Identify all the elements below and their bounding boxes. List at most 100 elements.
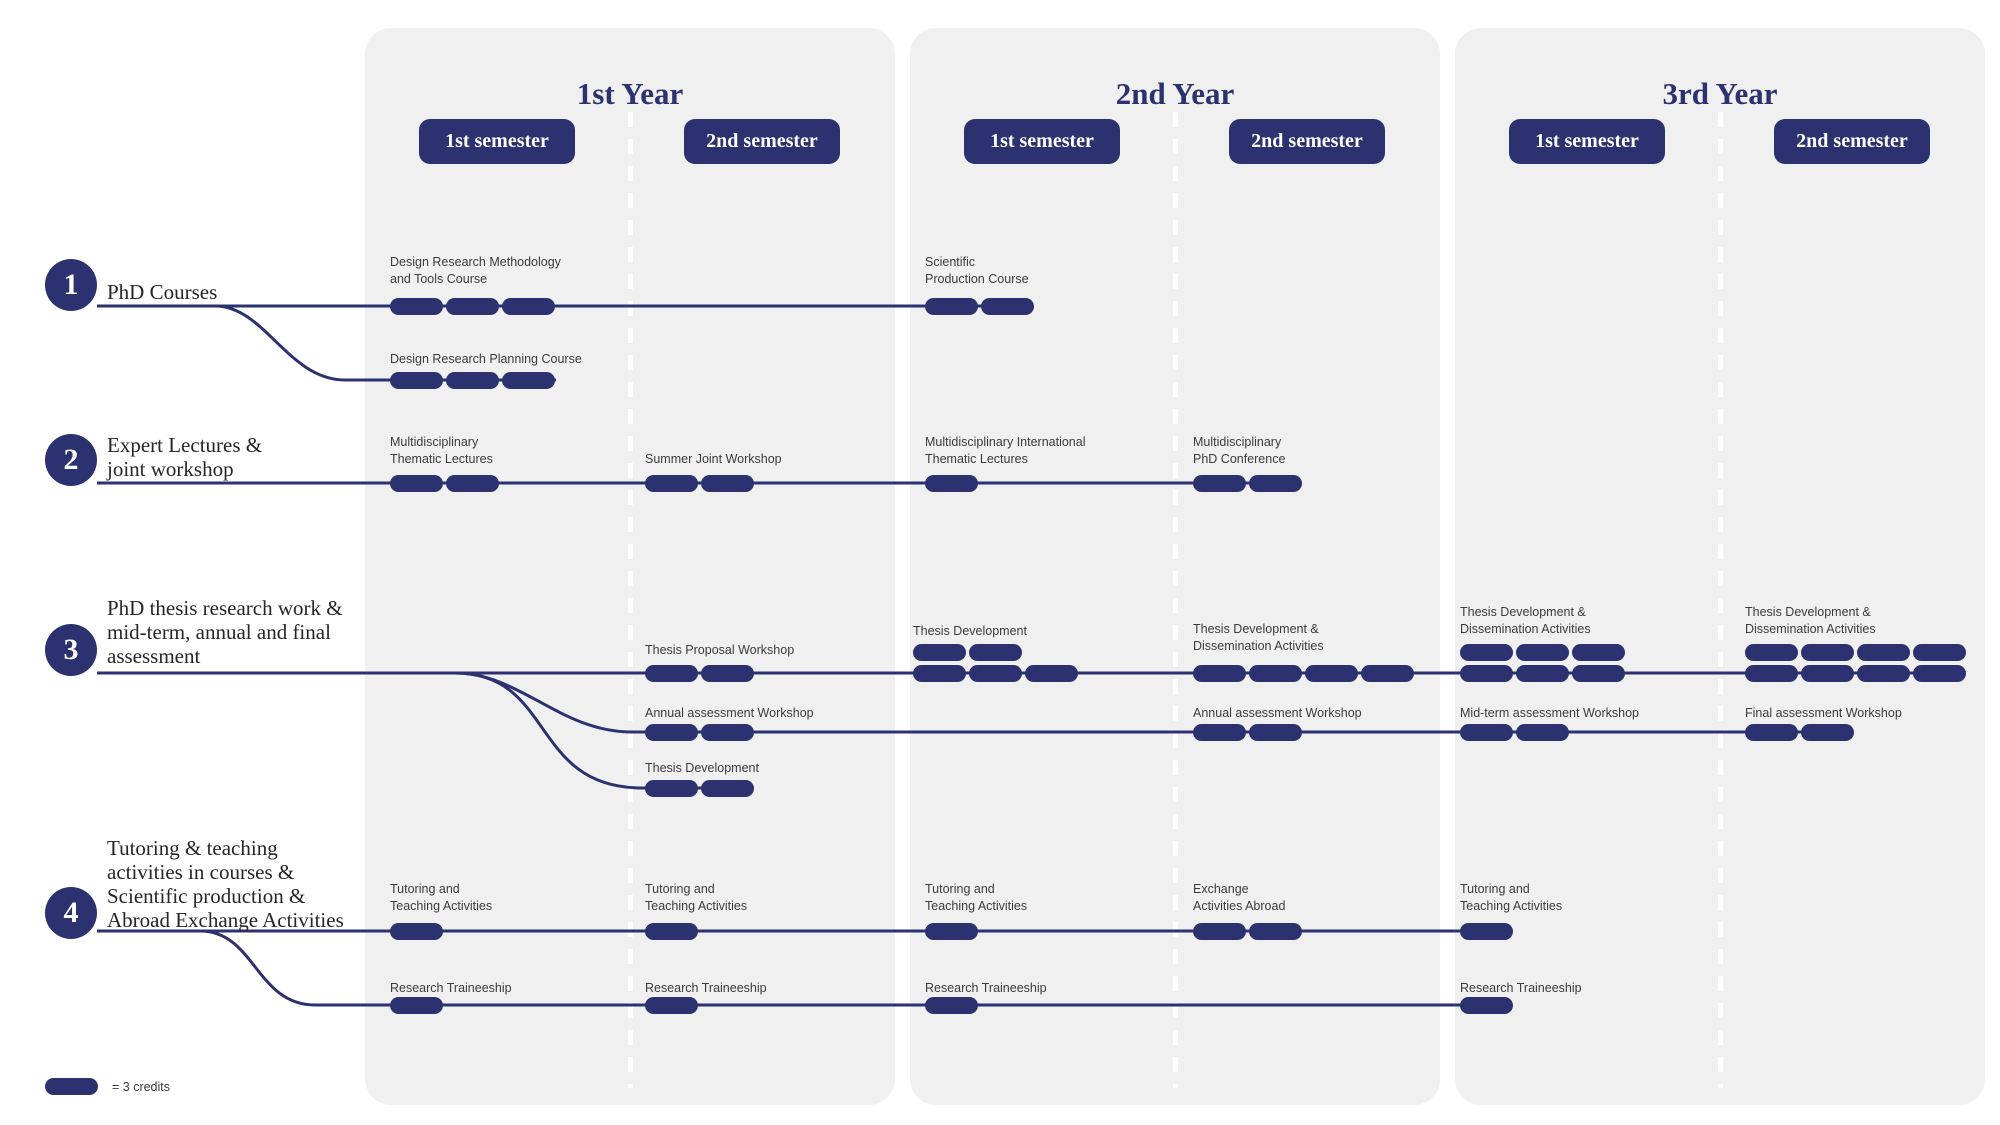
activity-label-mpc: PhD Conference (1193, 452, 1286, 466)
credit-pill (390, 372, 443, 389)
credit-pill-row-drm (390, 298, 555, 315)
year-title: 1st Year (576, 76, 684, 111)
credit-pill (1516, 724, 1569, 741)
credit-pill (645, 475, 698, 492)
credit-pill-icon (45, 1078, 98, 1095)
activity-label-drm: Design Research Methodology (390, 255, 561, 269)
credit-pill (913, 644, 966, 661)
row-label: activities in courses & (107, 860, 295, 884)
credit-pill (502, 298, 555, 315)
credit-pill (1745, 644, 1798, 661)
credit-pill (1745, 724, 1798, 741)
activity-label-td21: Thesis Development (913, 624, 1027, 638)
activity-label-spc: Production Course (925, 272, 1029, 286)
credit-pill (1801, 724, 1854, 741)
activity-label-tdda31: Thesis Development & (1460, 605, 1586, 619)
credit-pill-row-tdda31 (1460, 644, 1625, 661)
credit-pill-row-mtl (390, 475, 499, 492)
activity-label-drp: Design Research Planning Course (390, 352, 582, 366)
credit-pill-row-rt31 (1460, 997, 1513, 1014)
row-number-badge: 1 (45, 259, 97, 311)
credit-pill (1460, 644, 1513, 661)
legend: = 3 credits (45, 1078, 170, 1095)
credit-pill-row-tta31 (1460, 923, 1513, 940)
year-title: 3rd Year (1662, 76, 1778, 111)
credit-pill-row-drp (390, 372, 555, 389)
year-panel-3: 3rd Year (1455, 28, 1985, 1105)
credit-pill-row-mitl (925, 475, 978, 492)
credit-pill (390, 298, 443, 315)
credit-pill (1249, 724, 1302, 741)
credit-pill (701, 780, 754, 797)
credit-pill-row-rt11 (390, 997, 443, 1014)
credit-pill (446, 475, 499, 492)
credit-pill (1460, 923, 1513, 940)
activity-label-aaw12: Annual assessment Workshop (645, 706, 814, 720)
credit-pill-row-tta11 (390, 923, 443, 940)
credit-pill (446, 372, 499, 389)
activity-label-eaa: Activities Abroad (1193, 899, 1286, 913)
activity-label-mpc: Multidisciplinary (1193, 435, 1282, 449)
credit-pill-row-tdda31 (1460, 665, 1625, 682)
credit-pill-row-eaa (1193, 923, 1302, 940)
credit-pill-row-rt12 (645, 997, 698, 1014)
semester-button: 1st semester (1509, 119, 1665, 164)
credit-pill-row-tdda32 (1745, 665, 1966, 682)
credit-pill (1249, 665, 1302, 682)
activity-label-tdda22: Thesis Development & (1193, 622, 1319, 636)
credit-pill-row-aaw12 (645, 724, 754, 741)
credit-pill (1913, 665, 1966, 682)
activity-label-tta31: Tutoring and (1460, 882, 1530, 896)
credit-pill (645, 724, 698, 741)
semester-button: 1st semester (419, 119, 575, 164)
credit-pill (645, 780, 698, 797)
credit-pill (1460, 665, 1513, 682)
credit-pill (1249, 475, 1302, 492)
activity-label-mtaw: Mid-term assessment Workshop (1460, 706, 1639, 720)
credit-pill (1857, 644, 1910, 661)
credit-pill (981, 298, 1034, 315)
credit-pill (1801, 644, 1854, 661)
activity-label-mitl: Multidisciplinary International (925, 435, 1086, 449)
activity-label-tta21: Teaching Activities (925, 899, 1028, 913)
row-number-badge: 3 (45, 624, 97, 676)
credit-pill (645, 923, 698, 940)
credit-pill (1572, 644, 1625, 661)
legend-label: = 3 credits (112, 1079, 171, 1094)
activity-label-td12: Thesis Development (645, 761, 759, 775)
activity-label-tta21: Tutoring and (925, 882, 995, 896)
credit-pill (1193, 724, 1246, 741)
activity-label-mitl: Thematic Lectures (925, 452, 1028, 466)
credit-pill (1516, 644, 1569, 661)
credit-pill (390, 923, 443, 940)
credit-pill (502, 372, 555, 389)
credit-pill-row-spc (925, 298, 1034, 315)
row-label: Tutoring & teaching (107, 836, 278, 860)
activity-label-tta11: Tutoring and (390, 882, 460, 896)
credit-pill-row-sjw (645, 475, 754, 492)
row-label: PhD thesis research work & (107, 596, 343, 620)
credit-pill (1913, 644, 1966, 661)
credit-pill (1857, 665, 1910, 682)
activity-label-tta12: Tutoring and (645, 882, 715, 896)
credit-pill (1516, 665, 1569, 682)
semester-button: 2nd semester (684, 119, 840, 164)
credit-pill (1193, 923, 1246, 940)
credit-pill-row-mtaw (1460, 724, 1569, 741)
credit-pill-row-td12 (645, 780, 754, 797)
credit-pill (1460, 724, 1513, 741)
credit-pill (645, 665, 698, 682)
activity-label-mtl: Multidisciplinary (390, 435, 479, 449)
credit-pill (1361, 665, 1414, 682)
credit-pill (446, 298, 499, 315)
activity-label-tdda22: Dissemination Activities (1193, 639, 1324, 653)
year-panel-2: 2nd Year (910, 28, 1440, 1105)
row-number-badge: 2 (45, 434, 97, 486)
row-label: Scientific production & (107, 884, 306, 908)
activity-label-tdda32: Dissemination Activities (1745, 622, 1876, 636)
credit-pill-row-faw (1745, 724, 1854, 741)
row-label: joint workshop (107, 457, 234, 481)
credit-pill (925, 298, 978, 315)
row-label: Abroad Exchange Activities (107, 908, 344, 932)
